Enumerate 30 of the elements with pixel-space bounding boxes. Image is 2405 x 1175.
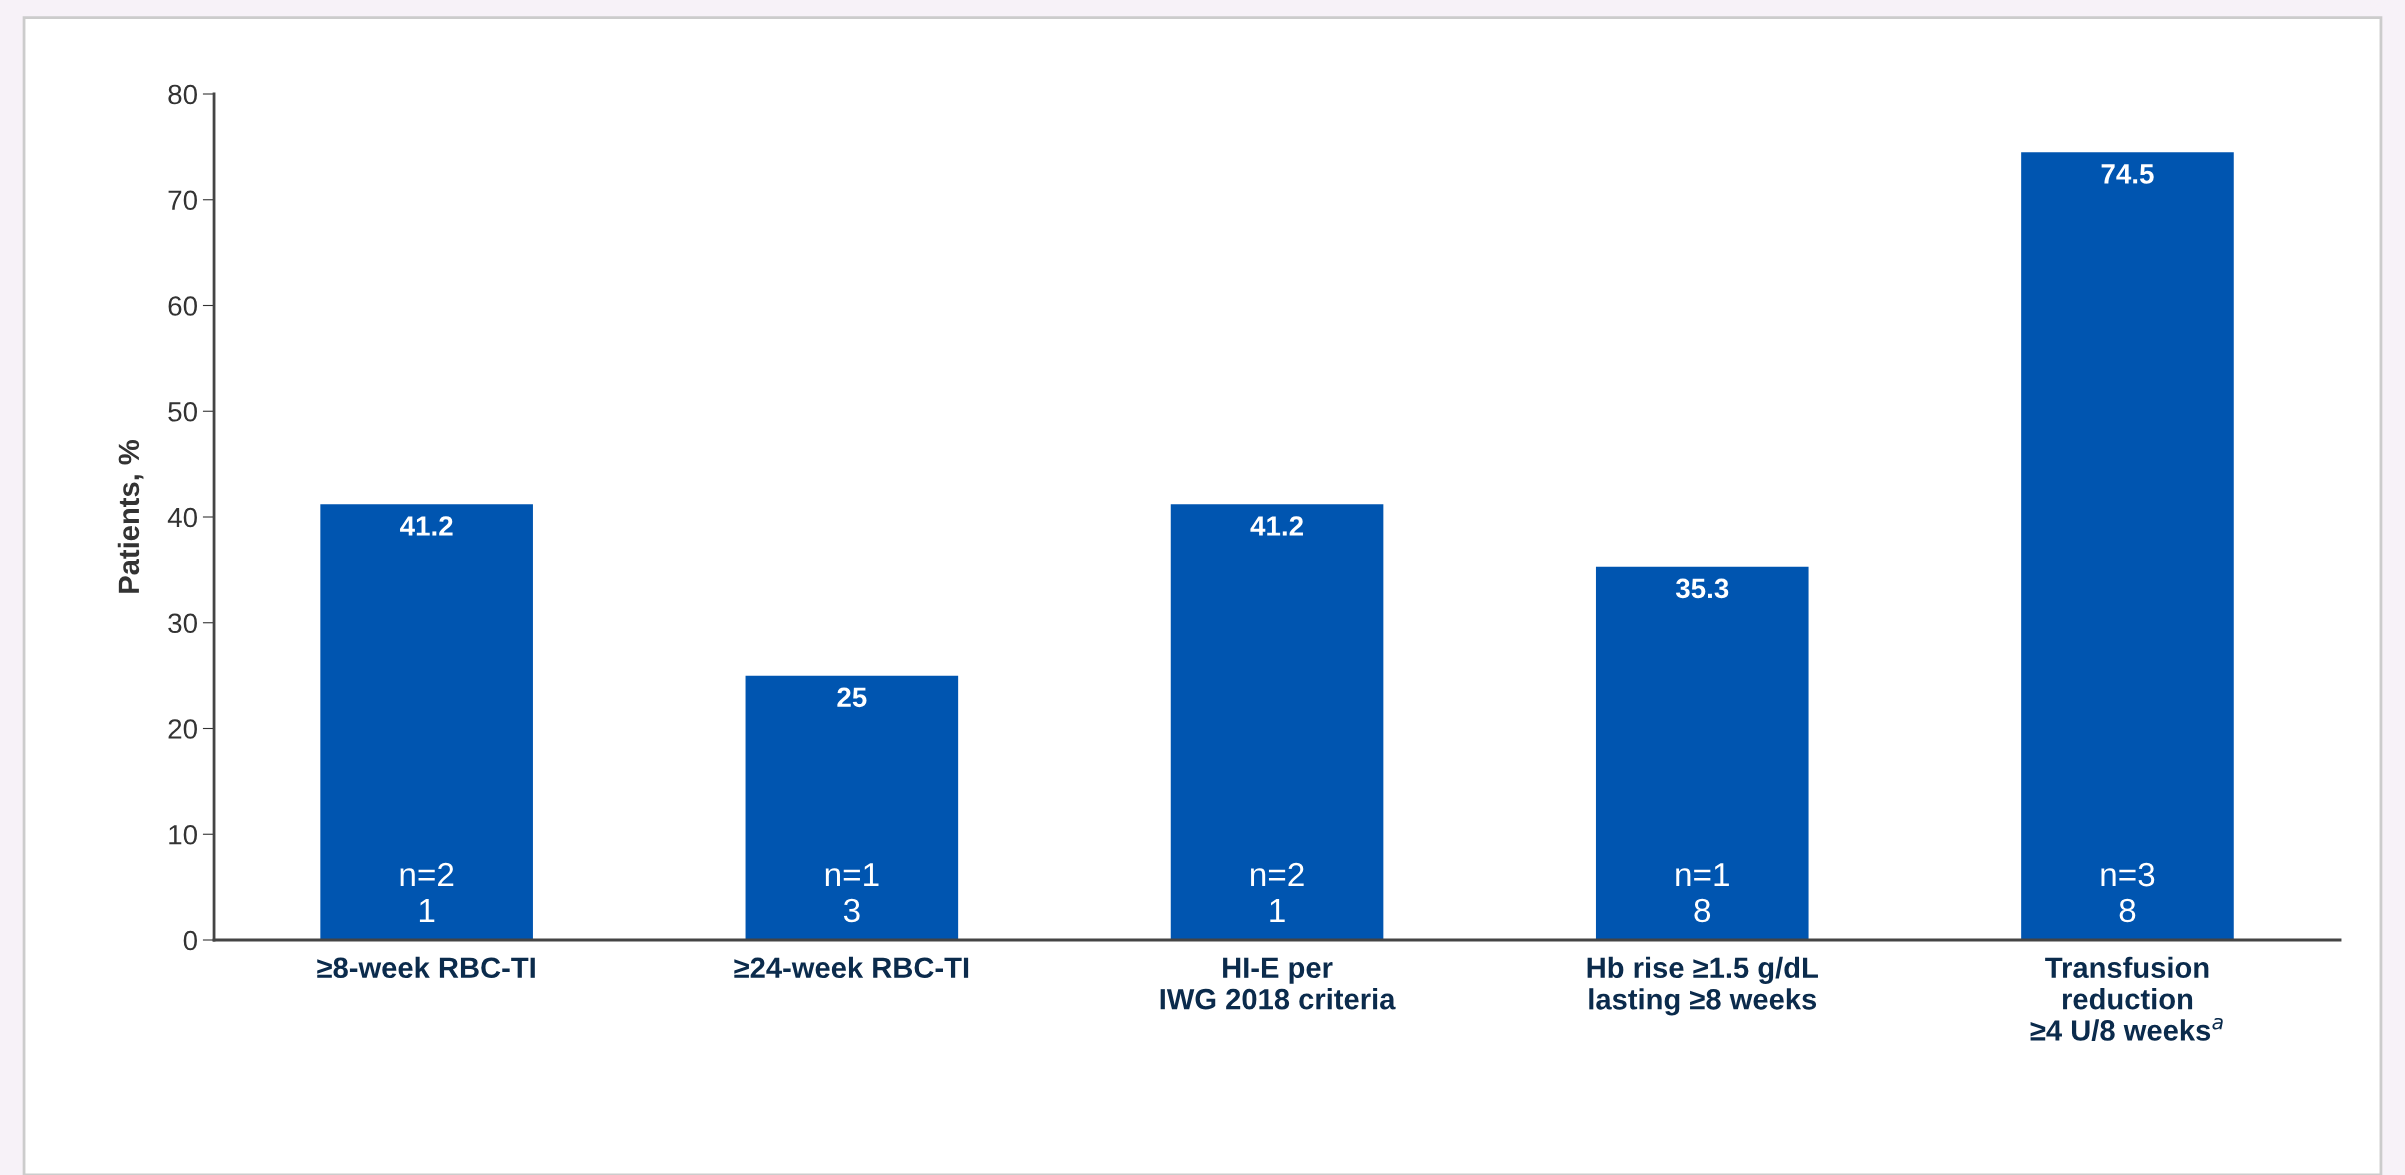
- x-tick-label: Transfusion reduction ≥4 U/8 weeks$^{a}$: [2030, 956, 2223, 1042]
- y-axis-title: Patients, %: [117, 439, 144, 593]
- annotation: n=2 1: [400, 862, 454, 922]
- annotation: n=2 1: [1251, 862, 1304, 922]
- bar: [1170, 504, 1384, 940]
- data-label: 25: [837, 687, 867, 708]
- bar: [320, 504, 533, 940]
- y-tick-label: 80: [168, 84, 197, 105]
- x-tick-label: ≥24-week RBC-TI: [734, 956, 969, 979]
- y-tick-label: 20: [168, 719, 197, 739]
- y-tick-label: 30: [168, 613, 197, 634]
- annotation: n=1 8: [1676, 863, 1729, 923]
- x-tick-label: ≥8-week RBC-TI: [317, 956, 535, 979]
- y-tick-label: 60: [168, 296, 197, 316]
- y-tick-label: 10: [169, 824, 197, 845]
- annotation: n=1 3: [825, 863, 879, 923]
- annotation: n=3 8: [2101, 862, 2155, 923]
- x-tick-label: HI-E per IWG 2018 criteria: [1160, 957, 1396, 1010]
- data-label: 35.3: [1675, 578, 1729, 599]
- y-tick-label: 40: [167, 507, 197, 528]
- x-tick-label: Hb rise ≥1.5 g/dL lasting ≥8 weeks: [1587, 956, 1818, 1016]
- bar: [1595, 566, 1809, 940]
- y-tick-label: 50: [168, 401, 197, 422]
- y-tick-label: 70: [168, 190, 197, 211]
- data-label: 41.2: [1250, 516, 1303, 536]
- y-tick-label: 0: [183, 930, 197, 951]
- data-label: 41.2: [400, 516, 453, 536]
- data-label: 74.5: [2101, 164, 2154, 184]
- bar: [745, 675, 959, 940]
- bar: [2021, 152, 2234, 940]
